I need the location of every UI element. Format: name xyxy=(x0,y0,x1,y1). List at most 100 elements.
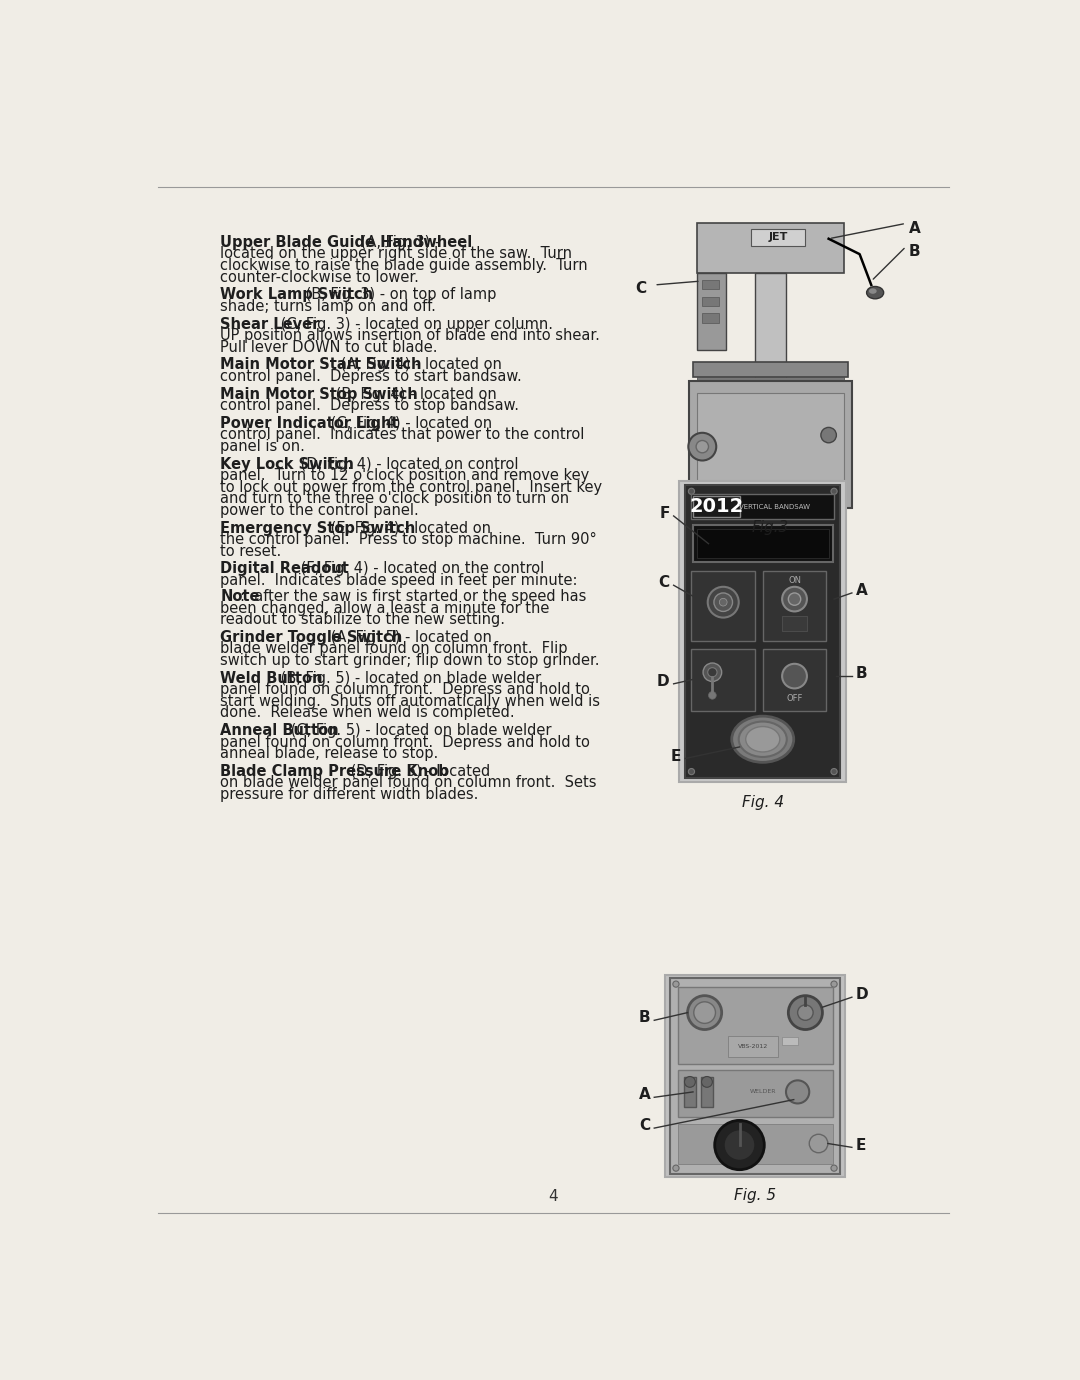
Circle shape xyxy=(685,1076,696,1087)
Text: Pull lever DOWN to cut blade.: Pull lever DOWN to cut blade. xyxy=(220,339,437,355)
Text: Fig. 4: Fig. 4 xyxy=(742,795,784,810)
Text: the control panel.  Press to stop machine.  Turn 90°: the control panel. Press to stop machine… xyxy=(220,533,597,546)
Circle shape xyxy=(782,664,807,689)
Circle shape xyxy=(809,1134,828,1152)
Circle shape xyxy=(697,440,708,453)
Circle shape xyxy=(703,662,721,682)
Text: to reset.: to reset. xyxy=(220,544,282,559)
Text: (B, Fig. 3) - on top of lamp: (B, Fig. 3) - on top of lamp xyxy=(301,287,497,302)
Text: (C, Fig. 3) - located on upper column.: (C, Fig. 3) - located on upper column. xyxy=(275,316,553,331)
Bar xyxy=(693,526,833,562)
Text: panel found on column front.  Depress and hold to: panel found on column front. Depress and… xyxy=(220,734,590,749)
Text: OFF: OFF xyxy=(786,694,802,702)
Text: E: E xyxy=(671,749,681,763)
Bar xyxy=(697,273,727,351)
Text: (A, Fig. 5) - located on: (A, Fig. 5) - located on xyxy=(326,629,492,644)
Bar xyxy=(751,229,806,246)
Ellipse shape xyxy=(866,287,883,299)
Text: control panel.  Depress to start bandsaw.: control panel. Depress to start bandsaw. xyxy=(220,368,522,384)
Bar xyxy=(691,649,755,711)
Text: (D, Fig. 4) - located on control: (D, Fig. 4) - located on control xyxy=(296,457,518,472)
Text: B: B xyxy=(855,667,867,682)
Circle shape xyxy=(688,769,694,774)
Bar xyxy=(691,571,755,640)
Circle shape xyxy=(831,489,837,494)
Text: anneal blade, release to stop.: anneal blade, release to stop. xyxy=(220,747,438,762)
Circle shape xyxy=(782,586,807,611)
Text: panel.  Indicates blade speed in feet per minute:: panel. Indicates blade speed in feet per… xyxy=(220,573,578,588)
Text: Key Lock Switch: Key Lock Switch xyxy=(220,457,354,472)
Ellipse shape xyxy=(869,288,877,294)
Bar xyxy=(702,280,719,288)
Circle shape xyxy=(788,593,800,606)
Text: C: C xyxy=(639,1118,650,1133)
Text: clockwise to raise the blade guide assembly.  Turn: clockwise to raise the blade guide assem… xyxy=(220,258,588,273)
Bar xyxy=(679,482,847,781)
Text: Emergency Stop Switch: Emergency Stop Switch xyxy=(220,520,416,535)
Text: (C, Fig. 4) - located on: (C, Fig. 4) - located on xyxy=(326,415,492,431)
Circle shape xyxy=(821,428,836,443)
Circle shape xyxy=(688,995,721,1029)
Text: 2012: 2012 xyxy=(689,497,743,516)
Text: C: C xyxy=(635,282,646,297)
Circle shape xyxy=(831,981,837,987)
Text: (B, Fig. 5) - located on blade welder: (B, Fig. 5) - located on blade welder xyxy=(275,671,541,686)
Text: VERTICAL BANDSAW: VERTICAL BANDSAW xyxy=(739,504,810,509)
Text: Upper Blade Guide Handwheel: Upper Blade Guide Handwheel xyxy=(220,235,473,250)
Text: Main Motor Start Switch: Main Motor Start Switch xyxy=(220,357,422,373)
Bar xyxy=(782,1038,798,1045)
Text: 4: 4 xyxy=(549,1188,558,1203)
Bar xyxy=(689,381,852,508)
Text: D: D xyxy=(657,673,670,689)
Text: Fig. 5: Fig. 5 xyxy=(734,1188,777,1203)
Text: (E, Fig. 4) - located on: (E, Fig. 4) - located on xyxy=(326,520,491,535)
Text: Blade Clamp Pressure Knob: Blade Clamp Pressure Knob xyxy=(220,765,449,778)
Text: (B, Fig. 4) - located on: (B, Fig. 4) - located on xyxy=(332,386,497,402)
Text: Power Indicator Light: Power Indicator Light xyxy=(220,415,399,431)
Text: blade welder panel found on column front.  Flip: blade welder panel found on column front… xyxy=(220,642,568,657)
Circle shape xyxy=(724,1130,755,1161)
Bar xyxy=(693,495,740,518)
Text: panel is on.: panel is on. xyxy=(220,439,306,454)
Text: D: D xyxy=(855,988,868,1002)
Bar xyxy=(684,1076,697,1107)
Circle shape xyxy=(786,1081,809,1104)
Text: done.  Release when weld is completed.: done. Release when weld is completed. xyxy=(220,705,515,720)
Bar xyxy=(701,1076,713,1107)
Ellipse shape xyxy=(732,716,794,762)
Text: Digital Readout: Digital Readout xyxy=(220,562,349,577)
Bar xyxy=(697,393,845,501)
Text: JET: JET xyxy=(769,232,788,243)
Circle shape xyxy=(693,1002,715,1024)
Ellipse shape xyxy=(745,726,780,752)
Circle shape xyxy=(708,691,716,700)
Circle shape xyxy=(715,1121,765,1170)
Text: readout to stabilize to the new setting.: readout to stabilize to the new setting. xyxy=(220,613,505,627)
Bar xyxy=(670,978,840,1174)
Text: located on the upper right side of the saw.  Turn: located on the upper right side of the s… xyxy=(220,247,572,261)
Text: A: A xyxy=(908,221,920,236)
Text: Fig.3: Fig.3 xyxy=(752,520,789,535)
Text: been changed, allow a least a minute for the: been changed, allow a least a minute for… xyxy=(220,600,550,615)
Bar xyxy=(728,1036,779,1057)
Circle shape xyxy=(673,981,679,987)
Text: on blade welder panel found on column front.  Sets: on blade welder panel found on column fr… xyxy=(220,776,597,791)
Bar xyxy=(665,974,845,1177)
Bar xyxy=(697,377,845,384)
Circle shape xyxy=(688,489,694,494)
Text: switch up to start grinder; flip down to stop grinder.: switch up to start grinder; flip down to… xyxy=(220,653,599,668)
Circle shape xyxy=(673,1165,679,1172)
Text: B: B xyxy=(908,244,920,259)
Bar xyxy=(691,494,834,519)
Text: A: A xyxy=(638,1087,650,1103)
Text: (A, Fig. 3) -: (A, Fig. 3) - xyxy=(356,235,441,250)
Ellipse shape xyxy=(739,722,786,758)
Text: VBS-2012: VBS-2012 xyxy=(738,1045,768,1049)
Text: Work Lamp Switch: Work Lamp Switch xyxy=(220,287,374,302)
Bar xyxy=(677,987,833,1064)
Text: Grinder Toggle Switch: Grinder Toggle Switch xyxy=(220,629,403,644)
Bar xyxy=(702,297,719,306)
Bar xyxy=(677,1125,833,1165)
Text: shade; turns lamp on and off.: shade; turns lamp on and off. xyxy=(220,299,436,313)
Circle shape xyxy=(707,586,739,618)
